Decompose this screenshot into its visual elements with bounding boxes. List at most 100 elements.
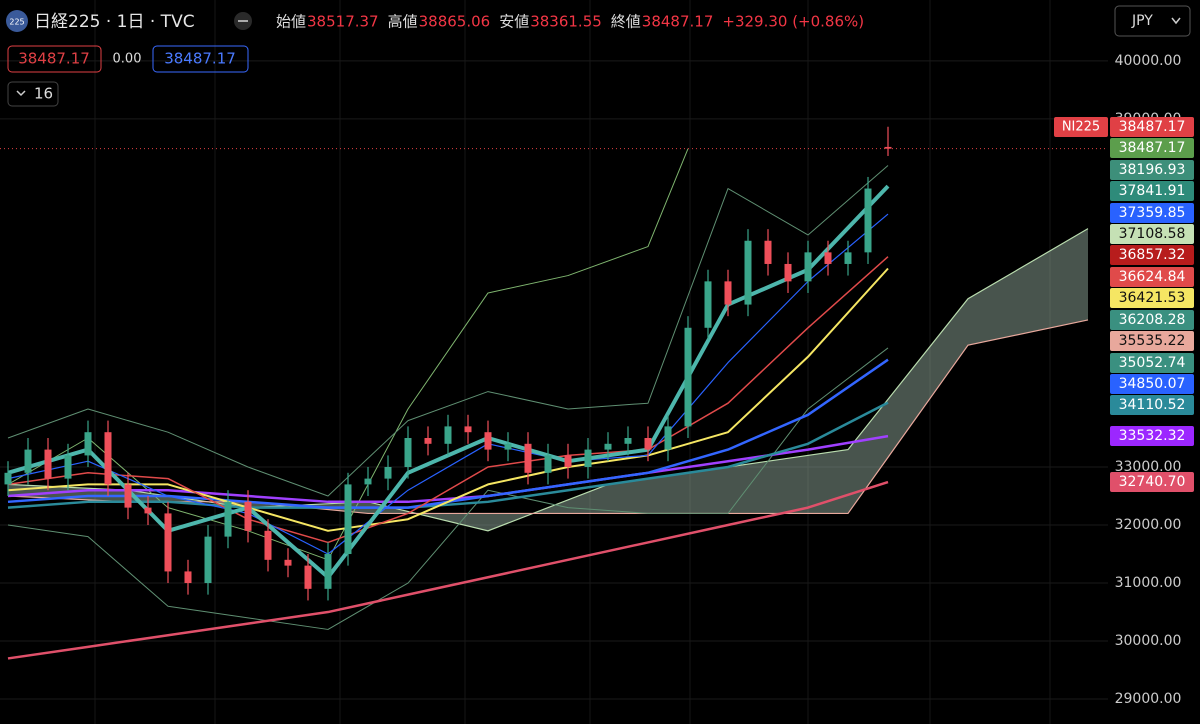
price-label-bg (1110, 310, 1194, 330)
price-label: 38487.17 (1119, 119, 1186, 135)
symbol-tag-bg (1054, 117, 1108, 137)
candle-body (764, 240, 772, 264)
indicator-line (7, 347, 889, 630)
price-label-bg (1110, 245, 1194, 265)
candle-body (564, 455, 572, 468)
candle-body (784, 263, 792, 282)
price-label-bg (1110, 160, 1194, 180)
currency-button[interactable] (1114, 5, 1191, 37)
candle-body (424, 437, 432, 444)
price-label-bg (1110, 203, 1194, 223)
y-tick-label: 31000.00 (1115, 575, 1182, 591)
candle-body (224, 501, 232, 537)
indicator-line (7, 401, 889, 509)
candle-body (404, 437, 412, 468)
price-label: 35052.74 (1119, 355, 1186, 371)
candle-body (884, 146, 892, 149)
cloud-edge (7, 319, 1089, 515)
price-label-bg (1110, 472, 1194, 492)
candle-body (724, 281, 732, 305)
price-label-bg (1110, 138, 1194, 158)
order-boxes: 38487.17 0.00 38487.17 16 JPY (7, 5, 1191, 107)
ohlc-value: 38865.06 (419, 13, 491, 31)
price-label-bg (1110, 117, 1194, 137)
y-tick-label: 40000.00 (1115, 53, 1182, 69)
sell-price: 38487.17 (18, 50, 90, 68)
price-label-bg (1110, 395, 1194, 415)
y-tick-label: 33000.00 (1115, 459, 1182, 475)
candle-body (624, 437, 632, 444)
candle-body (484, 432, 492, 450)
price-label: 36208.28 (1119, 312, 1186, 328)
candle-body (244, 501, 252, 531)
price-label-bg (1110, 224, 1194, 244)
price-label-bg (1110, 288, 1194, 308)
candle-body (144, 507, 152, 514)
indicator-toggle[interactable] (7, 81, 59, 107)
price-label-bg (1110, 374, 1194, 394)
candle-body (104, 432, 112, 485)
ohlc-name: 高値 (388, 13, 418, 31)
buy-box[interactable] (152, 45, 249, 73)
y-tick-label: 30000.00 (1115, 633, 1182, 649)
symbol-title: 日経225 · 1日 · TVC (34, 12, 195, 32)
price-label: 36624.84 (1119, 269, 1186, 285)
candle-body (44, 449, 52, 479)
ohlc-name: 安値 (499, 13, 529, 31)
candle-body (604, 443, 612, 450)
price-label: 38196.93 (1119, 162, 1186, 178)
candle-body (164, 513, 172, 572)
price-label: 35535.22 (1119, 333, 1186, 349)
price-label-bg (1110, 426, 1194, 446)
price-label: 37841.91 (1119, 183, 1186, 199)
indicator-line (7, 213, 889, 555)
ichimoku-cloud (8, 228, 1088, 531)
candle-body (524, 443, 532, 473)
ohlc-name: 終値 (611, 13, 641, 31)
candle-body (744, 240, 752, 305)
price-label-bg (1110, 353, 1194, 373)
candle-body (264, 530, 272, 560)
price-label-bg (1110, 267, 1194, 287)
price-label: 32740.70 (1119, 474, 1186, 490)
candle-body (844, 252, 852, 264)
cloud-edge (7, 228, 1089, 532)
candle-body (704, 281, 712, 328)
symbol-tag: NI225 (1062, 120, 1100, 135)
plot (0, 126, 1108, 660)
price-label: 38487.17 (1119, 140, 1186, 156)
chevron-icon (16, 90, 26, 97)
candle-body (584, 449, 592, 468)
price-axis: 29000.00 30000.00 31000.00 32000.00 33000.00… (1054, 53, 1194, 707)
candle-body (304, 565, 312, 589)
candle-body (124, 484, 132, 508)
change: +329.30 (+0.86%) (722, 13, 864, 31)
candle-body (444, 426, 452, 444)
candle-body (664, 426, 672, 450)
symbol-badge (6, 10, 28, 32)
price-label: 33532.32 (1119, 428, 1186, 444)
candle-body (864, 188, 872, 253)
price-label-bg (1110, 181, 1194, 201)
currency: JPY (1131, 13, 1153, 29)
ohlc-name: 始値 (276, 13, 306, 31)
sell-box[interactable] (7, 45, 102, 73)
candle-body (504, 443, 512, 450)
price-label: 37359.85 (1119, 205, 1186, 221)
chevron-icon (1171, 17, 1181, 25)
price-label: 37108.58 (1119, 226, 1186, 242)
candle-body (24, 449, 32, 473)
indicator-line (7, 165, 889, 497)
candle-body (644, 437, 652, 450)
candle-body (344, 484, 352, 555)
candle-body (684, 327, 692, 427)
price-label: 36857.32 (1119, 247, 1186, 263)
candle-body (64, 455, 72, 479)
y-tick-label: 29000.00 (1115, 691, 1182, 707)
spread: 0.00 (113, 52, 142, 67)
candle-body (84, 432, 92, 456)
candle-body (384, 467, 392, 479)
indicator-count: 16 (34, 85, 53, 103)
